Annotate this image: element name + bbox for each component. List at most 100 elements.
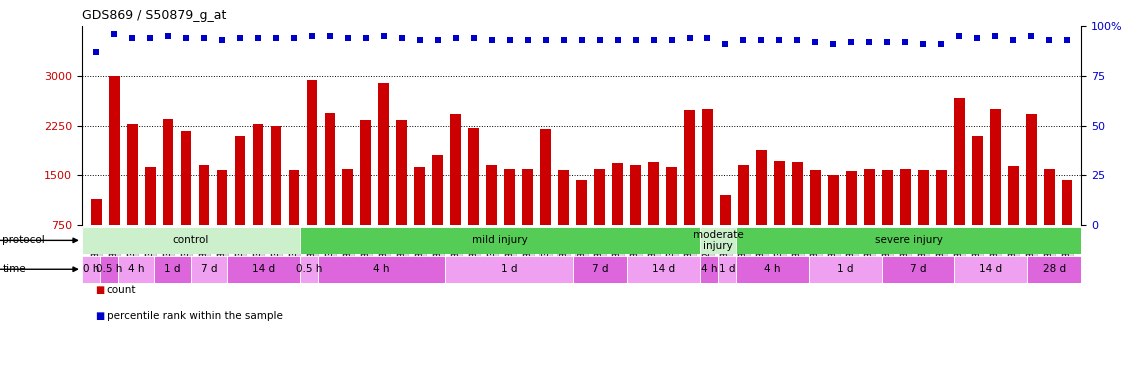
Bar xyxy=(828,176,838,274)
Point xyxy=(141,35,159,41)
Bar xyxy=(300,256,318,283)
Text: percentile rank within the sample: percentile rank within the sample xyxy=(107,311,283,321)
Point xyxy=(950,33,968,39)
Point xyxy=(536,37,554,43)
Text: 14 d: 14 d xyxy=(252,264,275,274)
Bar xyxy=(666,167,677,274)
Point xyxy=(339,35,357,41)
Point xyxy=(1004,37,1022,43)
Text: ■: ■ xyxy=(95,311,105,321)
Bar xyxy=(300,227,700,254)
Bar xyxy=(541,129,551,274)
Bar xyxy=(1008,166,1019,274)
Point xyxy=(1022,33,1041,39)
Text: protocol: protocol xyxy=(2,236,45,245)
Point xyxy=(177,35,195,41)
Text: 7 d: 7 d xyxy=(592,264,608,274)
Bar xyxy=(82,256,100,283)
Text: 4 h: 4 h xyxy=(128,264,144,274)
Point xyxy=(717,41,735,47)
Text: 7 d: 7 d xyxy=(910,264,926,274)
Point xyxy=(267,35,285,41)
Bar xyxy=(954,256,1027,283)
Bar xyxy=(486,165,498,274)
Text: 4 h: 4 h xyxy=(765,264,780,274)
Bar xyxy=(91,198,101,274)
Bar xyxy=(162,119,174,274)
Bar xyxy=(971,136,983,274)
Bar xyxy=(558,170,569,274)
Point xyxy=(375,33,393,39)
Text: severe injury: severe injury xyxy=(875,236,943,245)
Text: 7 d: 7 d xyxy=(201,264,217,274)
Bar xyxy=(700,256,718,283)
Bar xyxy=(627,256,700,283)
Point xyxy=(123,35,141,41)
Point xyxy=(662,37,680,43)
Point xyxy=(968,35,986,41)
Bar xyxy=(270,126,282,274)
Bar xyxy=(954,99,964,274)
Point xyxy=(249,35,267,41)
Bar xyxy=(594,169,605,274)
Point xyxy=(195,35,214,41)
Point xyxy=(285,35,303,41)
Bar xyxy=(504,170,515,274)
Bar xyxy=(702,109,713,274)
Text: 0 h: 0 h xyxy=(83,264,99,274)
Bar xyxy=(378,83,390,274)
Bar xyxy=(1062,180,1072,274)
Bar xyxy=(289,170,300,274)
Bar xyxy=(252,124,264,274)
Bar xyxy=(445,256,573,283)
Bar xyxy=(757,150,767,274)
Point xyxy=(87,49,106,55)
Bar xyxy=(235,136,245,274)
Bar xyxy=(918,170,928,274)
Point xyxy=(825,41,843,47)
Bar xyxy=(718,256,736,283)
Point xyxy=(411,37,429,43)
Bar xyxy=(181,131,192,274)
Point xyxy=(554,37,573,43)
Point xyxy=(105,31,123,37)
Bar xyxy=(217,170,227,274)
Text: 1 d: 1 d xyxy=(837,264,853,274)
Point xyxy=(770,37,788,43)
Bar xyxy=(144,167,156,274)
Bar xyxy=(936,170,946,274)
Bar xyxy=(846,171,857,274)
Bar xyxy=(307,80,317,274)
Point xyxy=(320,33,339,39)
Point xyxy=(159,33,177,39)
Point xyxy=(842,39,860,45)
Point xyxy=(519,37,537,43)
Point xyxy=(465,35,483,41)
Point xyxy=(626,37,644,43)
Point xyxy=(878,39,896,45)
Bar xyxy=(325,113,335,274)
Bar xyxy=(863,170,875,274)
Text: 14 d: 14 d xyxy=(979,264,1002,274)
Text: 1 d: 1 d xyxy=(719,264,735,274)
Bar xyxy=(700,227,736,254)
Point xyxy=(446,35,465,41)
Point xyxy=(357,35,375,41)
Bar xyxy=(792,162,803,274)
Text: 4 h: 4 h xyxy=(374,264,390,274)
Text: 0.5 h: 0.5 h xyxy=(295,264,323,274)
Point xyxy=(752,37,770,43)
Point xyxy=(483,37,501,43)
Bar xyxy=(415,167,425,274)
Text: 1 d: 1 d xyxy=(501,264,517,274)
Text: 1 d: 1 d xyxy=(165,264,181,274)
Point xyxy=(573,37,591,43)
Bar xyxy=(154,256,191,283)
Text: 0.5 h: 0.5 h xyxy=(95,264,123,274)
Text: 4 h: 4 h xyxy=(701,264,717,274)
Bar xyxy=(630,165,641,274)
Bar xyxy=(318,256,445,283)
Bar xyxy=(736,227,1081,254)
Text: count: count xyxy=(107,285,136,295)
Point xyxy=(591,37,609,43)
